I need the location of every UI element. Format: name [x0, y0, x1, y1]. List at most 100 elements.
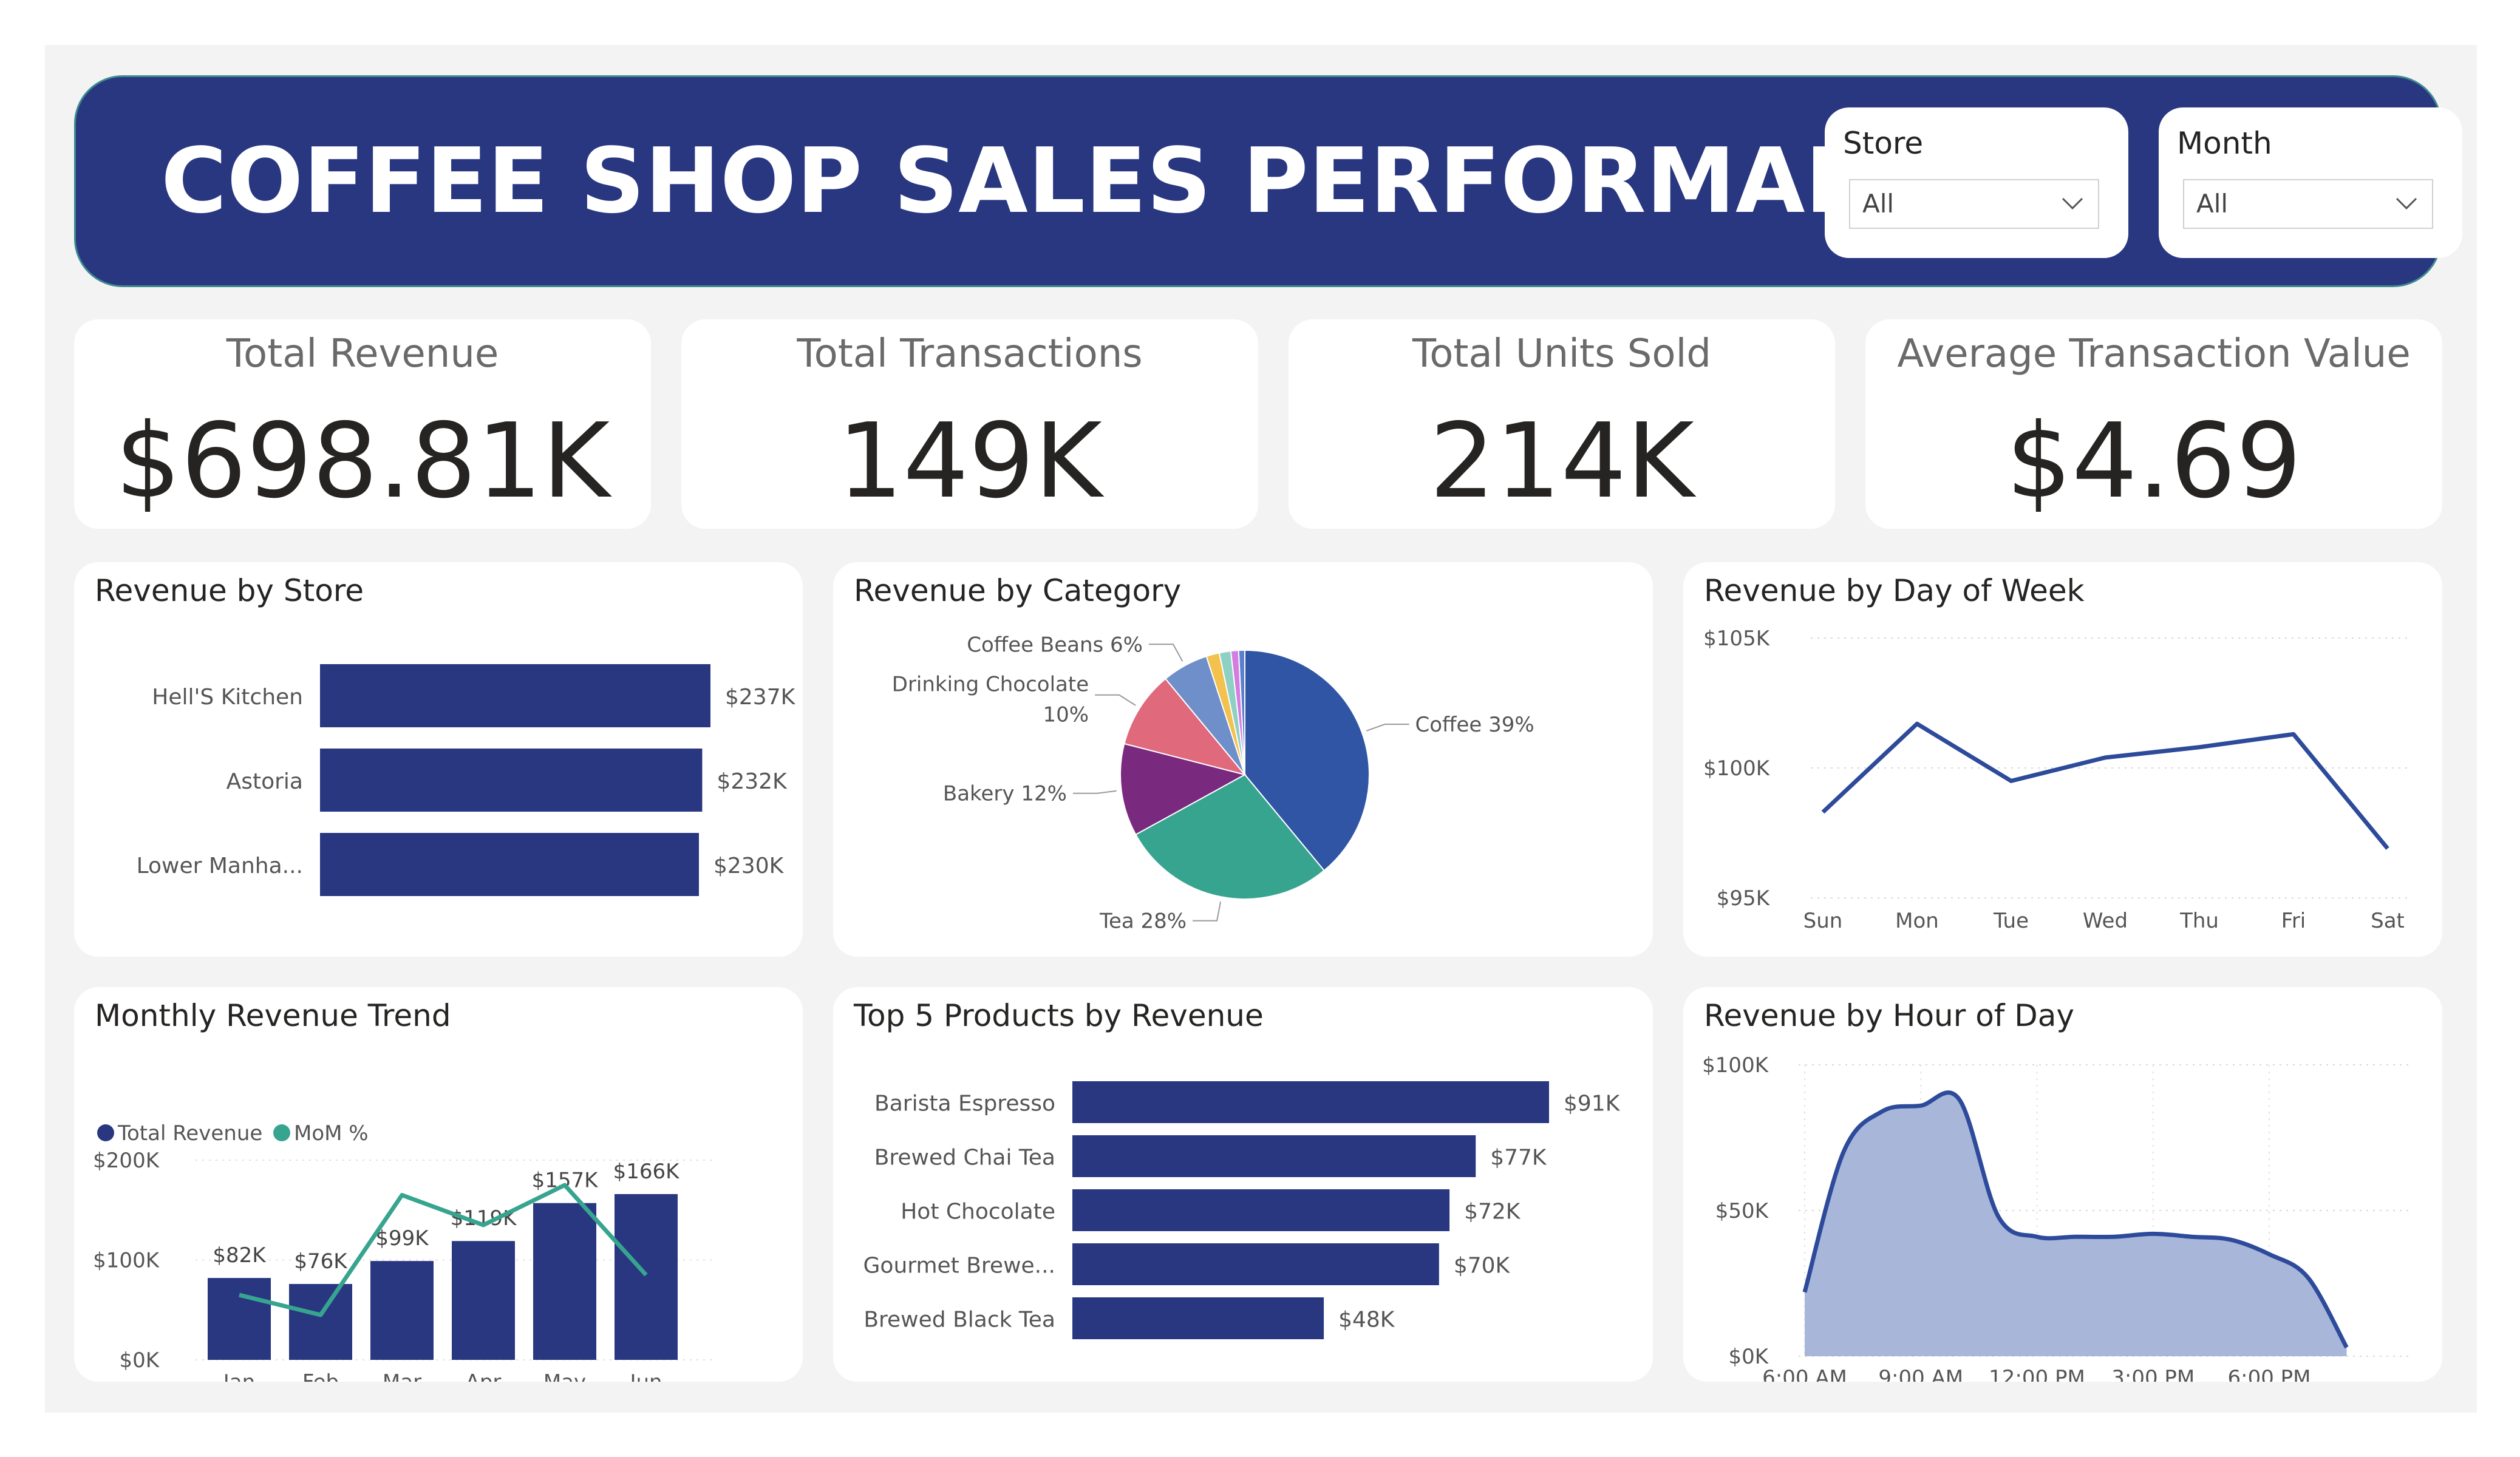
x-tick-label: May — [543, 1370, 586, 1382]
category-label: Hell'S Kitchen — [152, 685, 303, 710]
data-label: $76K — [294, 1249, 348, 1274]
category-label: Hot Chocolate — [901, 1200, 1055, 1224]
monthly-revenue-trend-chart: Total Revenue MoM % $0K $100K $200K $82K Jan $7… — [74, 987, 803, 1382]
slice-label: 10% — [1043, 703, 1089, 727]
x-tick-label: 12:00 PM — [1989, 1366, 2085, 1382]
data-label: $70K — [1454, 1254, 1511, 1279]
bar — [1072, 1243, 1439, 1285]
monthly-revenue-trend-card: Monthly Revenue Trend Total Revenue MoM %… — [74, 987, 803, 1382]
y-tick-label: $105K — [1703, 627, 1771, 651]
leader-line — [1073, 791, 1117, 793]
kpi-value: 214K — [1289, 401, 1835, 521]
category-label: Gourmet Brewe... — [863, 1254, 1055, 1279]
slice-label: Tea 28% — [1099, 909, 1187, 934]
top-products-card: Top 5 Products by Revenue Barista Espres… — [833, 987, 1653, 1382]
data-label: $230K — [713, 854, 785, 878]
x-tick-label: Thu — [2179, 909, 2219, 933]
y-tick-label: $100K — [1703, 756, 1771, 781]
kpi-average-transaction-value: Average Transaction Value $4.69 — [1865, 319, 2442, 529]
header-banner: COFFEE SHOP SALES PERFORMANCE Store All … — [74, 75, 2442, 287]
category-label: Brewed Chai Tea — [874, 1146, 1055, 1170]
data-label: $99K — [375, 1226, 429, 1251]
x-tick-label: 9:00 AM — [1878, 1366, 1963, 1382]
revenue-by-day-of-week-chart: $95K $100K $105K Sun Mon Tue Wed Thu Fri Sat — [1683, 562, 2442, 957]
data-label: $157K — [532, 1169, 599, 1193]
category-label: Lower Manha... — [137, 854, 303, 878]
legend-marker-mom — [273, 1124, 290, 1141]
bar — [320, 664, 710, 727]
bar — [1072, 1297, 1324, 1339]
month-slicer-label: Month — [2177, 126, 2272, 161]
x-tick-label: Wed — [2083, 909, 2128, 933]
leader-line — [1193, 902, 1221, 920]
kpi-total-units-sold: Total Units Sold 214K — [1289, 319, 1835, 529]
kpi-label: Average Transaction Value — [1865, 331, 2442, 376]
area-fill — [1805, 1093, 2347, 1356]
x-tick-label: Sun — [1803, 909, 1843, 933]
kpi-label: Total Revenue — [74, 331, 651, 376]
bar — [289, 1284, 352, 1360]
legend-label: Total Revenue — [117, 1121, 262, 1146]
bar — [320, 833, 699, 896]
y-tick-label: $200K — [93, 1149, 160, 1173]
data-label: $232K — [717, 769, 788, 794]
data-label: $82K — [213, 1243, 267, 1268]
category-label: Brewed Black Tea — [863, 1308, 1055, 1333]
bar — [533, 1203, 596, 1360]
month-dropdown-value: All — [2196, 189, 2228, 219]
slice-label: Coffee 39% — [1415, 713, 1534, 737]
y-tick-label: $50K — [1715, 1199, 1769, 1223]
x-tick-label: Apr — [466, 1370, 502, 1382]
leader-line — [1149, 644, 1182, 661]
y-tick-label: $95K — [1717, 886, 1771, 911]
kpi-value: $4.69 — [1865, 401, 2442, 521]
dashboard-canvas: COFFEE SHOP SALES PERFORMANCE Store All … — [45, 45, 2477, 1413]
x-tick-label: 6:00 PM — [2228, 1366, 2311, 1382]
top-products-chart: Barista Espresso $91K Brewed Chai Tea $77K H… — [833, 987, 1653, 1382]
category-label: Astoria — [226, 769, 303, 794]
store-dropdown-value: All — [1862, 189, 1894, 219]
bar — [1072, 1081, 1549, 1123]
data-label: $72K — [1464, 1200, 1521, 1224]
category-label: Barista Espresso — [874, 1092, 1055, 1116]
revenue-by-store-card: Revenue by Store Hell'S Kitchen $237K Asto… — [74, 562, 803, 957]
x-tick-label: Sat — [2371, 909, 2405, 933]
data-label: $91K — [1564, 1092, 1621, 1116]
data-label: $77K — [1490, 1146, 1547, 1170]
revenue-by-category-chart: Coffee 39% Tea 28% Bakery 12% Drinking Choc… — [833, 562, 1653, 957]
kpi-value: $698.81K — [74, 401, 651, 521]
bar — [320, 749, 702, 812]
y-tick-label: $0K — [119, 1348, 160, 1373]
slice-label: Bakery 12% — [943, 782, 1067, 806]
leader-line — [1366, 724, 1409, 731]
store-dropdown[interactable]: All — [1849, 179, 2099, 229]
bar — [615, 1194, 678, 1360]
bar — [1072, 1189, 1449, 1231]
y-tick-label: $100K — [93, 1249, 160, 1273]
x-tick-label: Mar — [383, 1370, 421, 1382]
revenue-by-hour-chart: $0K$50K$100K6:00 AM 9:00 AM 12:00 PM 3:00 P… — [1683, 987, 2442, 1382]
month-dropdown[interactable]: All — [2183, 179, 2433, 229]
bar — [1072, 1135, 1476, 1177]
chevron-down-icon — [2394, 191, 2419, 216]
chevron-down-icon — [2060, 191, 2085, 216]
store-slicer-label: Store — [1843, 126, 1923, 161]
kpi-value: 149K — [681, 401, 1258, 521]
leader-line — [1095, 695, 1136, 705]
slice-label: Coffee Beans 6% — [967, 633, 1143, 657]
revenue-by-category-card: Revenue by Category Coffee 39% Tea 28% Bak… — [833, 562, 1653, 957]
x-tick-label: 3:00 PM — [2111, 1366, 2195, 1382]
revenue-by-day-of-week-card: Revenue by Day of Week $95K $100K $105K Sun… — [1683, 562, 2442, 957]
month-slicer: Month All — [2159, 107, 2462, 258]
bar — [452, 1241, 515, 1360]
data-label: $166K — [613, 1160, 681, 1184]
revenue-by-hour-card: Revenue by Hour of Day $0K $50K $100K 6:00 … — [1683, 987, 2442, 1382]
kpi-total-revenue: Total Revenue $698.81K — [74, 319, 651, 529]
legend-marker-total-revenue — [97, 1124, 114, 1141]
kpi-label: Total Transactions — [681, 331, 1258, 376]
bar — [370, 1261, 434, 1360]
series-line — [1823, 724, 2388, 848]
y-tick-label: $100K — [1702, 1053, 1769, 1078]
x-tick-label: Jun — [628, 1370, 662, 1382]
x-tick-label: 6:00 AM — [1762, 1366, 1847, 1382]
